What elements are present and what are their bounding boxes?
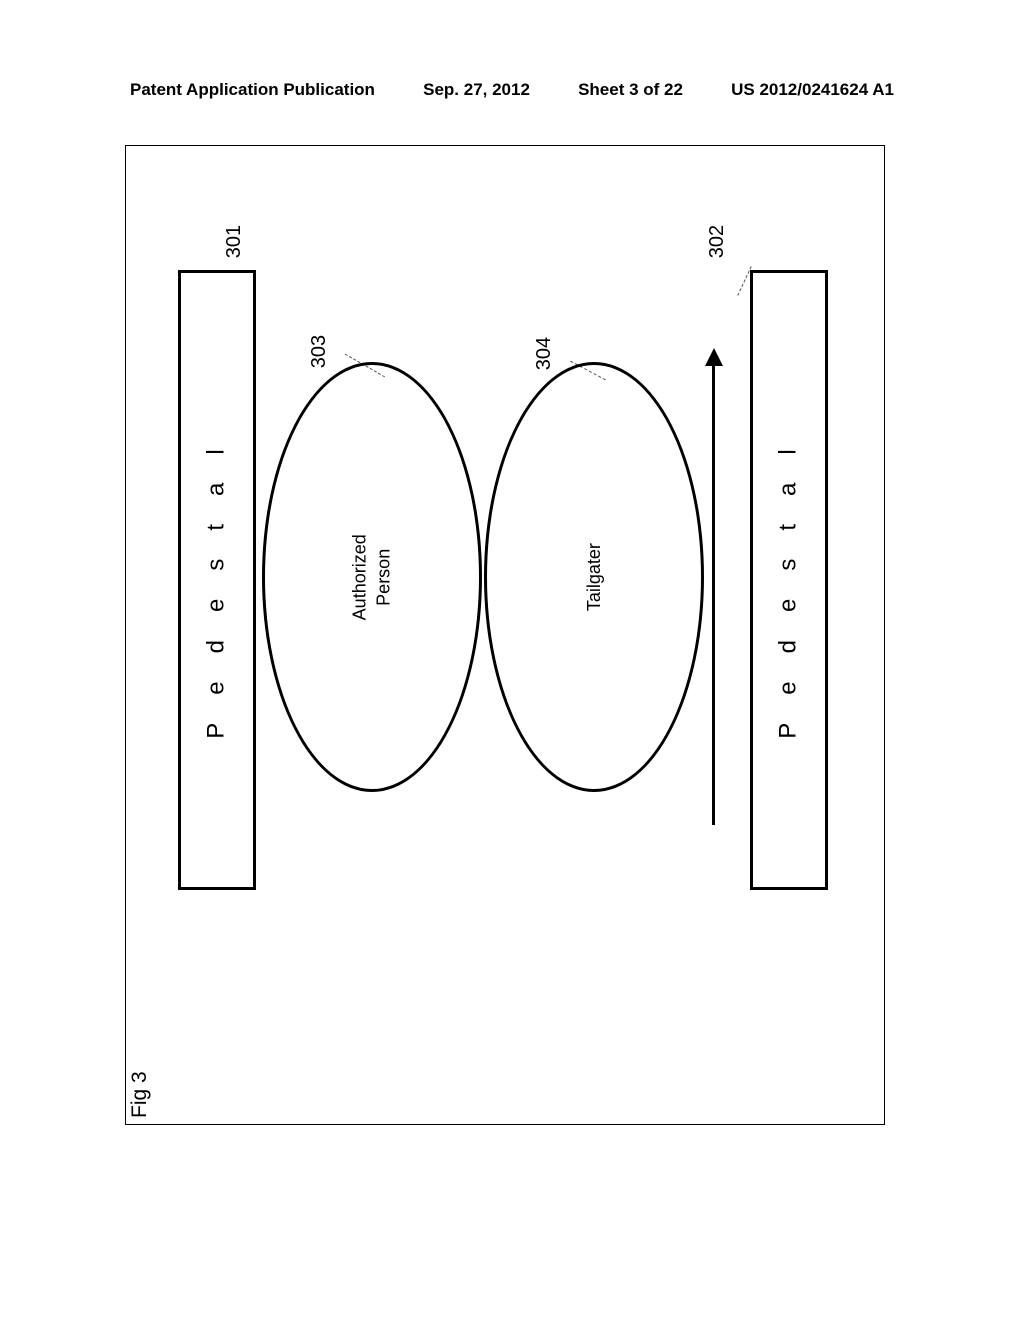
pedestal-left: Pedestal bbox=[178, 270, 256, 890]
header-pub-type: Patent Application Publication bbox=[130, 80, 375, 100]
ref-label-304: 304 bbox=[533, 337, 556, 370]
page-header: Patent Application Publication Sep. 27, … bbox=[130, 80, 894, 100]
authorized-line2: Person bbox=[374, 548, 394, 605]
pedestal-left-label: Pedestal bbox=[203, 421, 231, 738]
header-pub-number: US 2012/0241624 A1 bbox=[731, 80, 894, 100]
header-sheet: Sheet 3 of 22 bbox=[578, 80, 683, 100]
ref-label-301: 301 bbox=[223, 225, 246, 258]
header-date: Sep. 27, 2012 bbox=[423, 80, 530, 100]
ellipse-tailgater: Tailgater bbox=[484, 362, 704, 792]
diagram: Pedestal Pedestal 301 302 303 304 Author… bbox=[178, 270, 830, 890]
pedestal-right-label: Pedestal bbox=[775, 421, 803, 738]
ref-label-302: 302 bbox=[706, 225, 729, 258]
direction-arrow-line bbox=[712, 360, 715, 825]
pedestal-right: Pedestal bbox=[750, 270, 828, 890]
ref-label-303: 303 bbox=[308, 335, 331, 368]
figure-label: Fig 3 bbox=[128, 1071, 152, 1118]
ellipse-authorized-person: Authorized Person bbox=[262, 362, 482, 792]
ellipse-authorized-label: Authorized Person bbox=[348, 534, 397, 620]
direction-arrow-head bbox=[705, 348, 723, 366]
authorized-line1: Authorized bbox=[350, 534, 370, 620]
ellipse-tailgater-label: Tailgater bbox=[582, 543, 606, 611]
